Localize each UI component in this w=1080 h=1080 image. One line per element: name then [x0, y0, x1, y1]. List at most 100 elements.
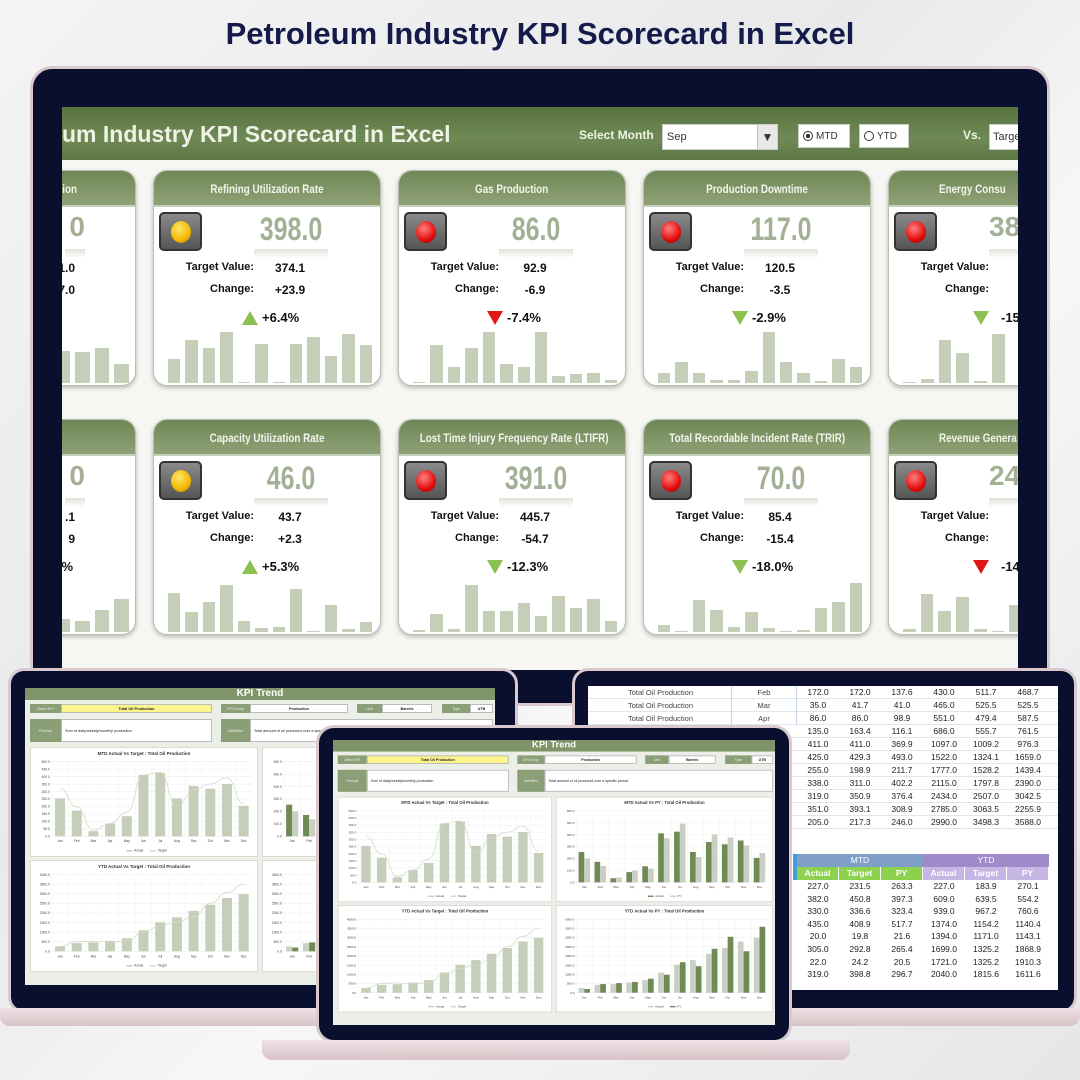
x-tick-label: Jul [158, 954, 162, 958]
dropdown-arrow-icon[interactable]: ▼ [757, 125, 777, 149]
chart-bar-py [647, 868, 654, 883]
x-tick-label: Feb [306, 954, 312, 958]
sparkline-bar [849, 366, 863, 383]
kpi-card[interactable]: Total Recordable Incident Rate (TRIR) 70.… [643, 419, 871, 635]
y-tick-label: 3000.0 [272, 892, 282, 896]
kpi-card[interactable]: Gas Production 86.0 Target Value: Change: 92… [398, 170, 626, 386]
kpi-actual-value: 398.0 [259, 211, 323, 247]
kpi-actual-value: 38 [989, 211, 1018, 242]
kpi-actual-value: 117.0 [750, 211, 812, 247]
legend-label: Actual [436, 894, 445, 898]
month-dropdown[interactable]: Sep ▼ [662, 124, 778, 150]
x-tick-label: Oct [208, 839, 213, 843]
table-cell: 493.0 [891, 752, 913, 762]
kpi-card[interactable]: Energy Consu 38 Target Value: Change: -15 [888, 170, 1018, 386]
legend-label: Actual [134, 849, 143, 853]
unit-label: Unit [645, 755, 669, 764]
sparkline-bars [413, 578, 618, 632]
change-percent: -18.0% [752, 559, 794, 574]
x-tick-label: Sep [191, 954, 197, 958]
table-row: 205.0 217.3 246.0 2990.0 3498.3 3588.0 [588, 816, 1058, 829]
kpi-card-title: Revenue Genera [939, 431, 1017, 445]
table-cell: 639.5 [975, 893, 997, 904]
legend-label: Actual [134, 964, 143, 968]
chart-bar-actual [610, 878, 617, 883]
select-kpi-dropdown[interactable]: Total Oil Production [61, 704, 212, 713]
legend-swatch [450, 895, 456, 897]
table-cell: 21.6 [893, 931, 911, 942]
x-tick-label: Jun [141, 839, 146, 843]
ytd-radio[interactable]: YTD [859, 124, 909, 148]
sparkline-bar [973, 629, 987, 632]
x-tick-label: Feb [74, 954, 80, 958]
sparkline-bar [289, 344, 303, 383]
chart-bar-py [759, 926, 766, 993]
sparkline-bar [237, 621, 251, 632]
y-tick-label: 200.0 [567, 857, 575, 861]
table-sub-header: PY [881, 867, 923, 880]
chart-bar-actual [610, 984, 617, 993]
y-tick-label: 0.0 [277, 835, 282, 839]
table-cell: 2390.0 [1015, 778, 1041, 788]
kpi-card[interactable]: Refining Utilization Rate 398.0 Target Val… [153, 170, 381, 386]
kpi-card[interactable]: 0 .1 9% [62, 419, 136, 635]
chart-bar-actual [138, 775, 149, 837]
table-cell: 205.0 [807, 817, 829, 827]
formula-value: Sum of daily/weekly/monthly production [61, 719, 212, 742]
x-tick-label: Jan [57, 839, 62, 843]
x-tick-label: Sep [709, 885, 715, 889]
chart-bar-actual [578, 987, 585, 993]
mtd-radio[interactable]: MTD [798, 124, 850, 148]
chart-bar-py [727, 936, 734, 993]
table-cell: Total Oil Production [590, 712, 732, 725]
table-row: 382.0 450.8 397.3 609.0 639.5 554.2 [588, 893, 1058, 906]
sparkline-bar [762, 627, 775, 632]
table-cell: 393.1 [849, 804, 871, 814]
table-cell: 609.0 [933, 893, 955, 904]
table-cell: 3042.5 [1015, 791, 1041, 801]
table-cell: 198.9 [849, 765, 871, 775]
table-cell: 1325.2 [973, 956, 999, 967]
definition-label: Definition [517, 769, 545, 792]
x-tick-label: Oct [725, 995, 730, 999]
vs-dropdown[interactable]: Targe [989, 124, 1018, 150]
y-tick-label: 3500.0 [40, 883, 50, 887]
target-value: 1.0 [62, 261, 75, 275]
kpi-card[interactable]: Production Downtime 117.0 Target Value: Cha… [643, 170, 871, 386]
y-tick-label: 0.0 [352, 880, 357, 884]
kpi-value-reflection [744, 498, 818, 507]
table-cell: 172.0 [807, 687, 829, 697]
table-cell: 116.1 [891, 726, 913, 736]
table-cell: 430.0 [933, 687, 955, 697]
table-cell: 3588.0 [1015, 817, 1041, 827]
sparkline-bar [359, 621, 373, 632]
formula-value: Sum of daily/weekly/monthly production [366, 769, 509, 792]
x-tick-label: Nov [224, 839, 230, 843]
table-cell: 376.4 [891, 791, 913, 801]
table-cell: 227.0 [807, 881, 829, 891]
chart-bar-actual [502, 947, 512, 993]
chart-bar-py [632, 870, 638, 883]
kpi-group-label: KPI Group [517, 755, 545, 764]
chart-bar-actual [737, 840, 744, 883]
chart-line-target [365, 928, 539, 989]
chart-bar-actual [690, 851, 696, 883]
select-kpi-dropdown[interactable]: Total Oil Production [366, 755, 509, 764]
kpi-card-header: Lost Time Injury Frequency Rate (LTIFR) [399, 420, 625, 456]
kpi-card[interactable]: Capacity Utilization Rate 46.0 Target Valu… [153, 419, 381, 635]
chart-bar-actual [594, 861, 601, 883]
chart-bar-py [584, 989, 590, 993]
x-tick-label: Jan [363, 995, 368, 999]
chart-title: MTD Actual Vs PY : Total Oil Production [624, 800, 705, 805]
chart-bar-py [616, 877, 622, 883]
y-tick-label: 100.0 [42, 820, 50, 824]
sparkline-bar [202, 602, 216, 632]
y-tick-label: 3500.0 [347, 926, 357, 930]
arrow-down-icon [732, 311, 748, 325]
chart-bar-actual [502, 836, 512, 883]
kpi-card[interactable]: Lost Time Injury Frequency Rate (LTIFR) 3… [398, 419, 626, 635]
kpi-card[interactable]: Revenue Genera 24 Target Value: Change: -14 [888, 419, 1018, 635]
sparkline-bar [324, 356, 338, 383]
kpi-value-reflection [65, 249, 85, 258]
kpi-card[interactable]: ion 0 1.0 7.0 [62, 170, 136, 386]
